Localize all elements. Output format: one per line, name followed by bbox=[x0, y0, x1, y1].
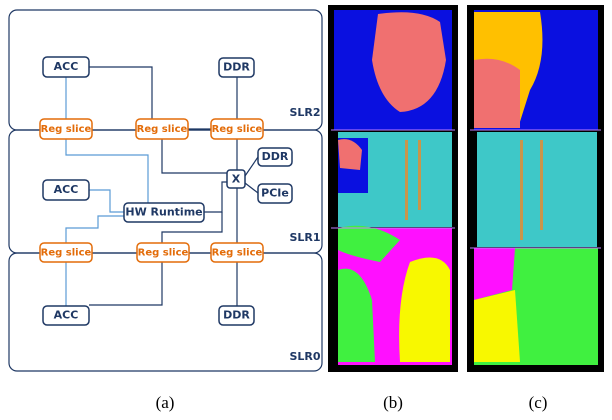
region-label: SLR2 bbox=[289, 106, 320, 119]
node-label: X bbox=[232, 173, 241, 186]
link bbox=[204, 182, 227, 212]
nodes: ACC DDR Reg slice Reg slice Reg slice X … bbox=[40, 57, 292, 325]
caption: (b) bbox=[383, 393, 403, 412]
region-fill bbox=[399, 258, 450, 363]
caption: (c) bbox=[529, 393, 548, 412]
node-label: Reg slice bbox=[41, 248, 92, 259]
region-fill bbox=[477, 132, 597, 247]
caption: (a) bbox=[156, 393, 175, 412]
region-fill bbox=[418, 140, 421, 210]
node-label: Reg slice bbox=[137, 124, 188, 135]
node-label: Reg slice bbox=[41, 124, 92, 135]
node-label: DDR bbox=[223, 309, 250, 322]
node-label: ACC bbox=[54, 309, 79, 322]
node-label: PCIe bbox=[261, 187, 289, 200]
figure: ACC DDR Reg slice Reg slice Reg slice X … bbox=[0, 0, 612, 416]
node-label: Reg slice bbox=[212, 248, 263, 259]
link bbox=[245, 157, 258, 176]
page: {"regions": [{"label": "SLR2"}, {"label"… bbox=[0, 0, 612, 416]
region-fill bbox=[405, 140, 408, 220]
node-label: ACC bbox=[54, 60, 79, 73]
link bbox=[162, 139, 227, 173]
floorplan-c bbox=[467, 5, 604, 372]
link bbox=[89, 190, 124, 212]
region-label: SLR0 bbox=[289, 350, 320, 363]
region-fill bbox=[540, 140, 543, 230]
floorplan-b bbox=[328, 5, 458, 372]
region-fill bbox=[520, 140, 523, 240]
node-label: Reg slice bbox=[212, 124, 263, 135]
region-label: SLR1 bbox=[289, 231, 320, 244]
node-label: DDR bbox=[223, 61, 250, 74]
region-fill bbox=[474, 59, 520, 128]
link bbox=[66, 216, 124, 243]
region-fill bbox=[474, 290, 520, 362]
node-label: DDR bbox=[262, 150, 289, 163]
link bbox=[89, 67, 152, 119]
node-label: ACC bbox=[54, 183, 79, 196]
link bbox=[245, 183, 258, 193]
node-label: Reg slice bbox=[138, 248, 189, 259]
link bbox=[89, 262, 162, 305]
node-label: HW Runtime bbox=[125, 206, 202, 219]
